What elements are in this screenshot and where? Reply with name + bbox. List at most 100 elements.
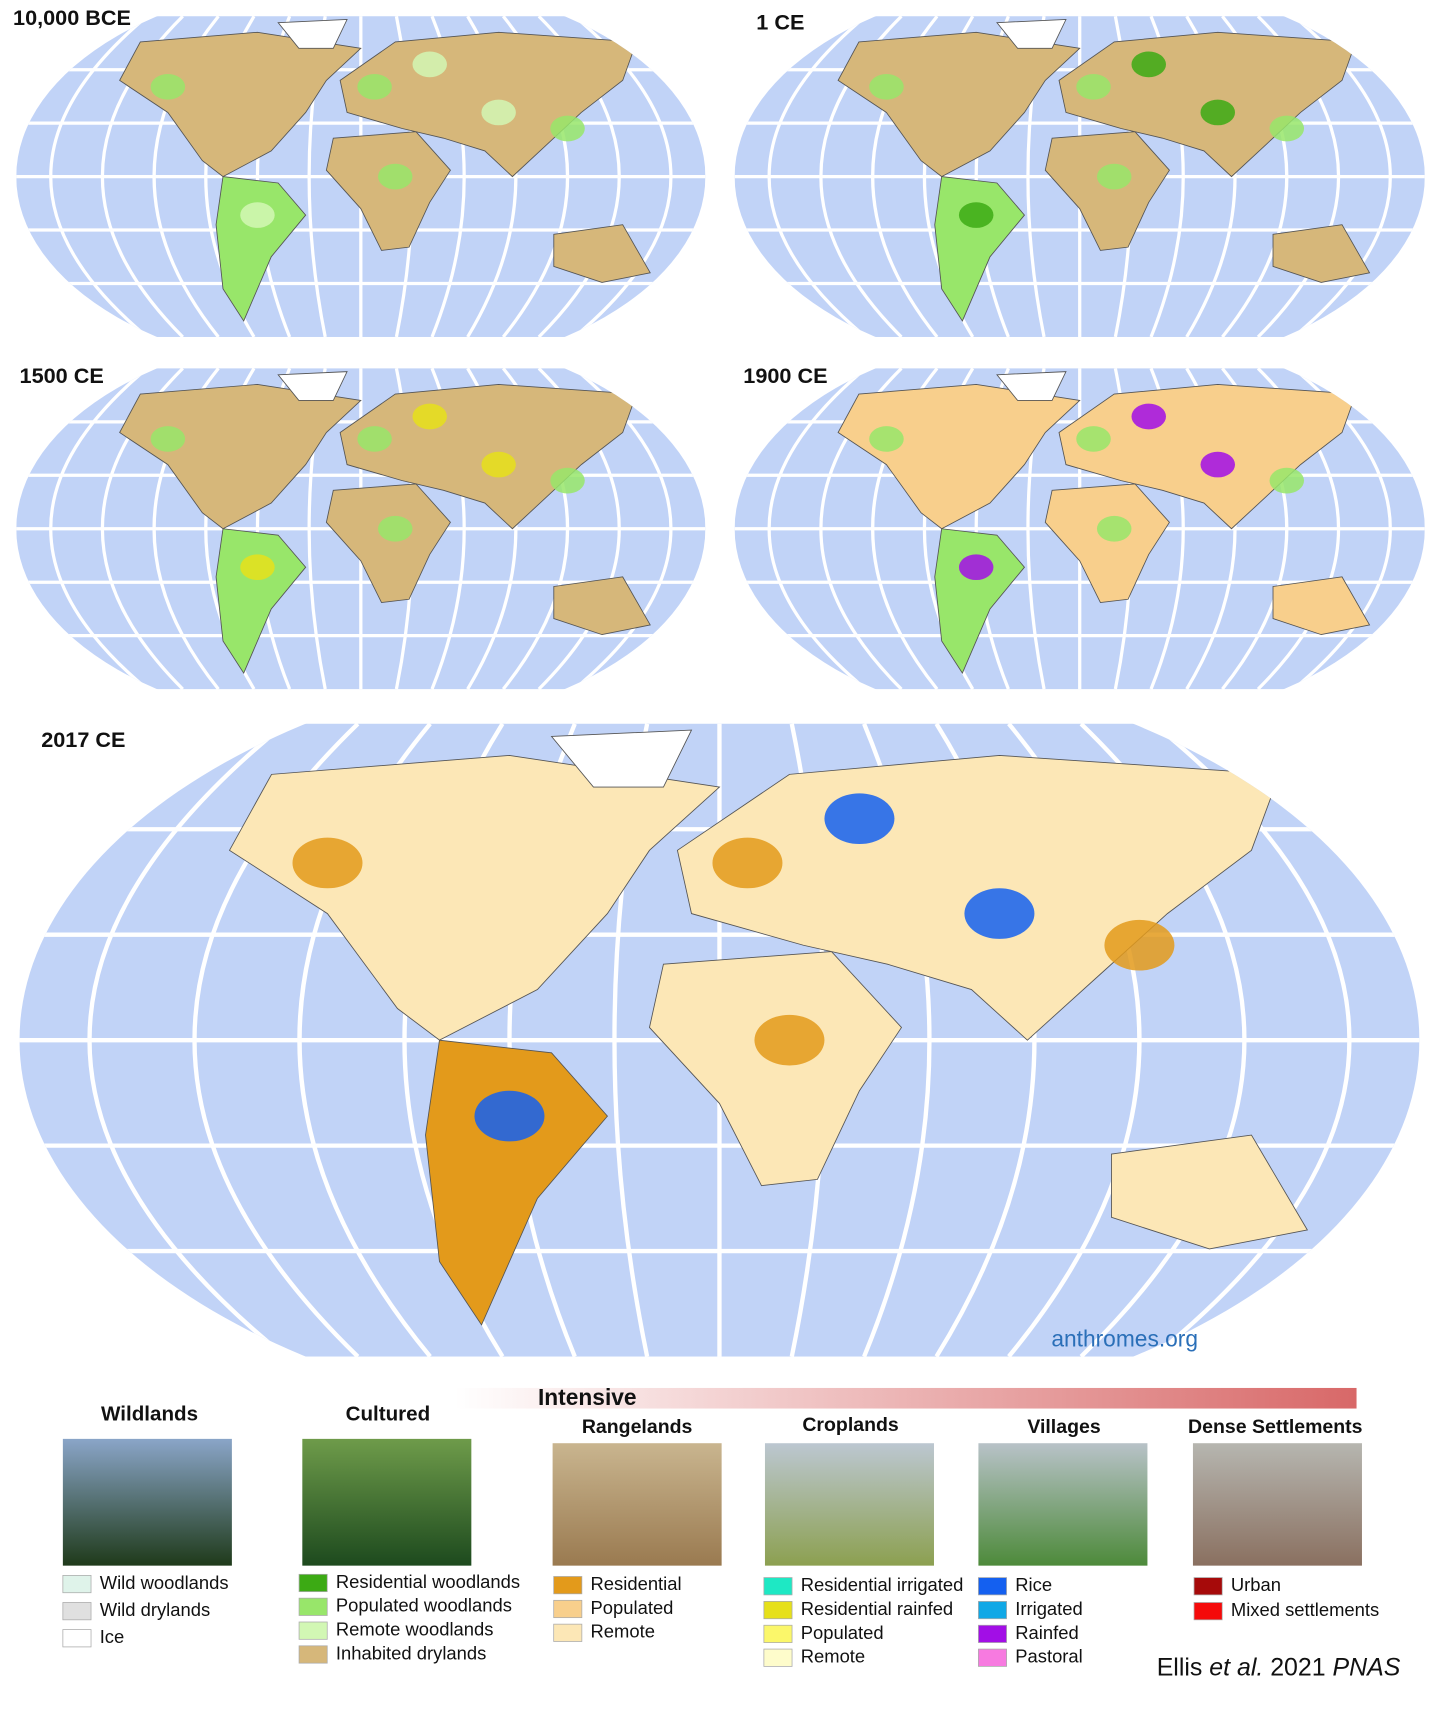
legend-item: Populated woodlands	[336, 1595, 512, 1616]
legend-item: Pastoral	[1015, 1646, 1083, 1667]
land-patch	[378, 515, 413, 542]
legend-item: Residential woodlands	[336, 1571, 520, 1592]
land	[215, 176, 307, 322]
legend-photo	[302, 1438, 472, 1566]
land-patch	[550, 115, 585, 142]
legend-swatch	[1193, 1602, 1223, 1621]
legend-swatch	[763, 1648, 793, 1667]
land-patch	[869, 73, 904, 100]
legend-swatch	[763, 1577, 793, 1596]
land	[648, 951, 903, 1187]
land	[1044, 483, 1170, 603]
legend-swatch	[62, 1602, 92, 1621]
land	[553, 576, 651, 636]
land-patch	[1269, 115, 1305, 142]
land-patch	[1096, 163, 1132, 190]
citation-journal: PNAS	[1333, 1653, 1401, 1681]
legend-swatch	[763, 1624, 793, 1643]
map	[734, 367, 1425, 691]
land-patch	[481, 99, 516, 126]
land	[277, 19, 348, 49]
land	[277, 371, 348, 401]
land-patch	[150, 426, 186, 452]
land	[215, 528, 307, 674]
land-patch	[481, 451, 516, 478]
land-patch	[412, 51, 447, 78]
legend-photo	[1192, 1443, 1362, 1566]
legend-photo	[552, 1443, 722, 1566]
legend-item: Residential	[591, 1573, 682, 1594]
map-label: 10,000 BCE	[13, 5, 131, 30]
land-patch	[1076, 426, 1111, 452]
map-label: 1 CE	[756, 10, 804, 35]
land-patch	[869, 426, 904, 452]
legend-group-title: Villages	[1027, 1416, 1101, 1438]
land	[1111, 1134, 1309, 1250]
citation-year: 2021	[1270, 1653, 1325, 1681]
intensity-bar	[455, 1387, 1357, 1409]
land	[1044, 131, 1170, 251]
land	[550, 729, 693, 788]
legend-item: Residential irrigated	[801, 1574, 964, 1595]
land	[934, 528, 1026, 674]
legend-swatch	[978, 1577, 1007, 1596]
legend-item: Wild drylands	[100, 1599, 210, 1620]
legend-swatch	[62, 1575, 92, 1594]
land-patch	[712, 837, 783, 889]
legend-photo	[62, 1438, 232, 1566]
land-patch	[357, 73, 392, 100]
legend-swatch	[553, 1576, 583, 1595]
legend-swatch	[62, 1629, 92, 1648]
land-patch	[1076, 73, 1111, 100]
land-patch	[1269, 467, 1305, 494]
map	[16, 15, 706, 339]
land	[325, 131, 451, 251]
land-patch	[292, 837, 363, 889]
land	[1272, 224, 1371, 283]
legend-swatch	[978, 1601, 1007, 1620]
citation-author: Ellis	[1157, 1653, 1203, 1681]
legend-swatch	[978, 1624, 1007, 1643]
land-patch	[1131, 403, 1166, 430]
legend-swatch	[298, 1621, 328, 1640]
intensive-label: Intensive	[538, 1384, 637, 1410]
land-patch	[357, 426, 392, 452]
legend-swatch	[298, 1597, 328, 1616]
land	[425, 1039, 608, 1326]
site-label: anthromes.org	[1051, 1325, 1198, 1351]
legend-item: Remote	[591, 1621, 655, 1642]
legend-item: Mixed settlements	[1231, 1599, 1379, 1620]
legend-swatch	[1193, 1577, 1223, 1596]
land-patch	[412, 403, 447, 430]
land-patch	[150, 73, 186, 100]
land-patch	[754, 1014, 825, 1066]
land	[325, 483, 451, 603]
legend-item: Rainfed	[1015, 1622, 1078, 1643]
legend-item: Ice	[100, 1626, 125, 1647]
legend-group-title: Wildlands	[101, 1402, 198, 1425]
land-patch	[378, 163, 413, 190]
map-label: 2017 CE	[41, 727, 125, 752]
land	[996, 19, 1067, 49]
land-patch	[240, 554, 275, 581]
land-patch	[1200, 99, 1236, 126]
legend-item: Irrigated	[1015, 1598, 1083, 1619]
land-patch	[958, 202, 994, 228]
legend-item: Wild woodlands	[100, 1572, 229, 1593]
legend-item: Residential rainfed	[801, 1598, 953, 1619]
legend-item: Populated	[591, 1597, 674, 1618]
legend-group-title: Cultured	[346, 1402, 431, 1425]
legend-item: Populated	[801, 1622, 884, 1643]
legend-swatch	[298, 1573, 328, 1593]
map-label: 1900 CE	[743, 363, 827, 388]
legend-item: Inhabited drylands	[336, 1642, 486, 1663]
land	[553, 224, 651, 283]
legend-photo	[978, 1443, 1148, 1566]
legend-item: Rice	[1015, 1574, 1052, 1595]
land-patch	[1131, 51, 1166, 78]
legend-item: Urban	[1231, 1574, 1281, 1595]
legend-swatch	[298, 1645, 328, 1664]
legend-swatch	[553, 1599, 583, 1619]
legend-item: Remote	[801, 1646, 865, 1667]
